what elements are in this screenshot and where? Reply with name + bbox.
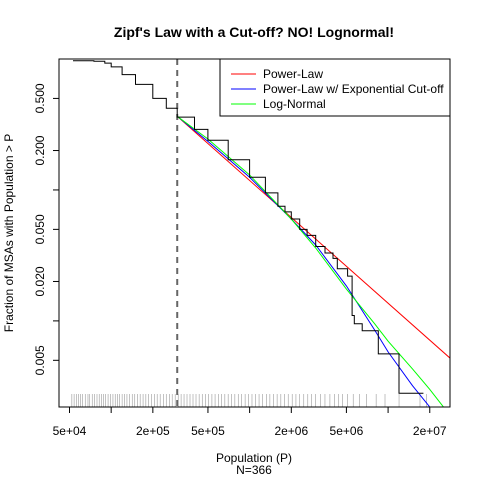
x-tick-label: 2e+05 (136, 424, 170, 438)
y-tick-label: 0.020 (33, 266, 47, 296)
series-line-empirical (73, 60, 424, 394)
legend-entry: Log-Normal (263, 97, 326, 111)
chart-title: Zipf's Law with a Cut-off? NO! Lognormal… (114, 24, 394, 40)
x-axis-sublabel: N=366 (236, 463, 272, 477)
y-tick-label: 0.200 (33, 135, 47, 165)
x-tick-label: 2e+06 (274, 424, 308, 438)
legend-entry: Power-Law w/ Exponential Cut-off (263, 82, 444, 96)
x-axis-label: Population (P) (216, 451, 292, 465)
legend-entry: Power-Law (263, 67, 323, 81)
legend-box (219, 58, 451, 117)
x-tick-label: 5e+04 (53, 424, 87, 438)
y-tick-label: 0.050 (33, 214, 47, 244)
x-tick-label: 2e+07 (413, 424, 447, 438)
y-axis-label: Fraction of MSAs with Population > P (2, 134, 16, 332)
y-tick-label: 0.500 (33, 83, 47, 113)
x-tick-label: 5e+05 (191, 424, 225, 438)
x-tick-label: 5e+06 (330, 424, 364, 438)
series-line-log-normal (176, 115, 445, 407)
series-line-power-law (176, 115, 450, 359)
y-tick-label: 0.005 (33, 345, 47, 375)
plot-area (71, 59, 450, 407)
